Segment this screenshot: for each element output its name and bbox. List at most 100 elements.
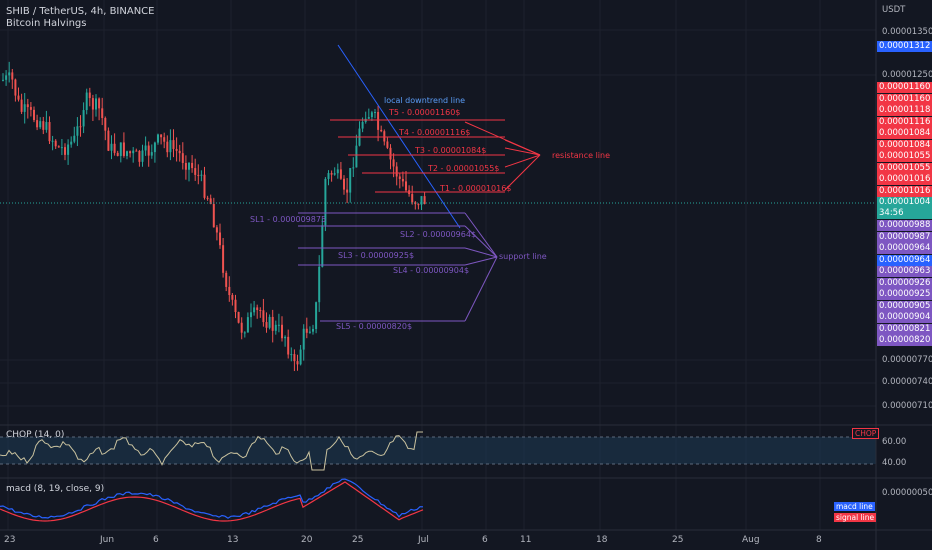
candle-body <box>243 332 246 334</box>
candle-body <box>302 328 305 350</box>
candle-body <box>225 272 228 287</box>
candle-body <box>197 174 200 176</box>
candle-body <box>23 104 26 112</box>
candle-body <box>33 109 35 121</box>
resistance-t3: T3 - 0.00001084$ <box>415 146 487 155</box>
support-price-tag: 0.00000963 <box>877 266 932 277</box>
candle-body <box>147 145 150 156</box>
candle-body <box>321 225 324 267</box>
chop-title[interactable]: CHOP (14, 0) <box>6 430 65 440</box>
candle-body <box>11 72 14 80</box>
candle-body <box>398 176 401 179</box>
candle-body <box>122 142 125 156</box>
candle-body <box>20 99 23 112</box>
candle-body <box>333 173 336 175</box>
candle-body <box>17 95 20 100</box>
candle-body <box>132 150 135 154</box>
candle-body <box>101 108 104 119</box>
candle-body <box>343 178 345 190</box>
candle-body <box>188 162 190 170</box>
candle-body <box>141 150 144 162</box>
candle-body <box>374 112 376 114</box>
candle-body <box>95 98 97 110</box>
time-label: Aug <box>742 535 760 545</box>
time-label: Jun <box>100 535 115 545</box>
candle-body <box>67 144 70 155</box>
price-label: 0.00001250 <box>882 70 932 80</box>
candle-body <box>191 162 194 169</box>
candle-body <box>76 126 79 136</box>
candle-body <box>259 310 262 312</box>
resistance-arrow-line <box>504 147 541 156</box>
time-label: 11 <box>520 535 532 545</box>
candle-body <box>411 194 414 203</box>
time-label: 13 <box>227 535 239 545</box>
current-price-tag: 0.00001312 <box>877 41 932 52</box>
candle-body <box>250 312 252 318</box>
chop-tag: CHOP <box>852 428 880 439</box>
candle-body <box>274 324 277 331</box>
candle-body <box>324 178 327 226</box>
resistance-price-tag: 0.00001084 <box>877 128 932 139</box>
support-price-tag: 0.00000820 <box>877 335 932 346</box>
candle-body <box>231 295 234 300</box>
candle-body <box>64 147 66 155</box>
macd-title[interactable]: macd (8, 19, close, 9) <box>6 484 105 494</box>
candle-body <box>346 189 349 193</box>
candle-body <box>315 302 318 329</box>
candle-body <box>5 75 8 80</box>
resistance-line-label: resistance line <box>552 151 611 160</box>
candle-body <box>405 181 407 191</box>
symbol-title[interactable]: SHIB / TetherUS, 4h, BINANCE <box>6 6 155 17</box>
candle-body <box>98 98 101 109</box>
candle-body <box>401 178 404 182</box>
candle-body <box>104 118 107 131</box>
chop-line <box>0 431 423 471</box>
candle-body <box>327 173 330 179</box>
candle-body <box>420 196 423 205</box>
candle-body <box>377 112 380 130</box>
candle-body <box>129 151 132 154</box>
time-label: 25 <box>352 535 364 545</box>
candle-body <box>107 130 110 151</box>
candle-body <box>281 324 283 339</box>
candle-body <box>209 198 212 204</box>
candle-body <box>414 202 417 205</box>
resistance-arrow-line <box>504 154 541 191</box>
price-label: 0.00001350 <box>882 27 932 37</box>
candle-body <box>271 316 274 331</box>
support-price-tag: 0.00000926 <box>877 277 932 289</box>
resistance-t2: T2 - 0.00001055$ <box>428 164 500 173</box>
candle-body <box>287 336 290 355</box>
candle-body <box>175 148 178 151</box>
candle-body <box>116 152 119 156</box>
candle-body <box>85 92 88 111</box>
resistance-price-tag: 0.00001055 <box>877 151 932 162</box>
candle-body <box>60 147 63 149</box>
candle-body <box>355 145 358 168</box>
candle-body <box>336 169 339 174</box>
support-sl1: SL1 - 0.000009875 <box>250 215 327 224</box>
candle-body <box>73 135 76 142</box>
candle-body <box>166 141 169 153</box>
candle-body <box>200 174 203 176</box>
candle-body <box>178 150 181 154</box>
halvings-indicator-label[interactable]: Bitcoin Halvings <box>6 18 87 29</box>
candle-body <box>82 110 85 127</box>
candle-body <box>240 322 243 333</box>
support-line-label: support line <box>499 252 547 261</box>
resistance-price-tag: 0.00001084 <box>877 139 932 151</box>
chop-level-lower: 40.00 <box>882 458 907 468</box>
candle-body <box>383 131 386 142</box>
candle-body <box>308 331 311 333</box>
candle-body <box>42 121 45 130</box>
candle-body <box>290 354 293 356</box>
candle-body <box>110 143 113 151</box>
candlestick-series <box>2 61 426 372</box>
support-price-tag: 0.00000905 <box>877 300 932 312</box>
support-price-tag: 0.00000964 <box>877 254 932 266</box>
support-arrow-line <box>464 225 498 258</box>
candle-body <box>330 173 333 175</box>
support-price-tag: 0.00000964 <box>877 243 932 254</box>
